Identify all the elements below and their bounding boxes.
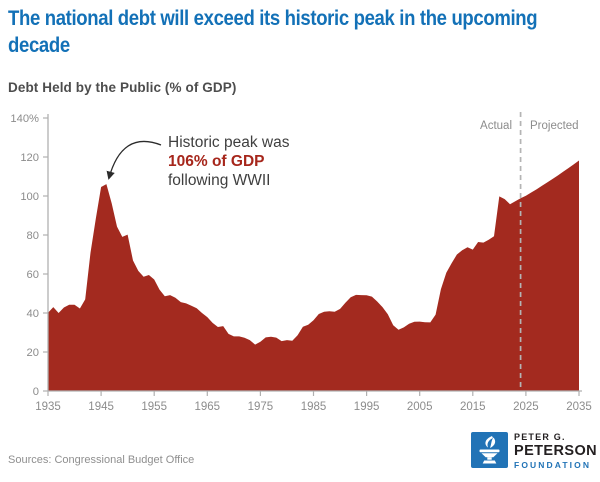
logo-line3: FOUNDATION: [514, 459, 592, 470]
axes: 0 20 40 60 80 100 120 140% 1935 1945 1955 1965 1975 1…: [10, 113, 591, 413]
x-tick-label: 1995: [354, 401, 380, 413]
torch-icon: [471, 432, 509, 468]
x-tick-label: 1945: [88, 401, 114, 413]
x-tick-label: 2035: [566, 401, 592, 413]
y-tick-label: 60: [27, 269, 39, 281]
page-title: The national debt will exceed its histor…: [8, 6, 538, 57]
peak-annotation: Historic peak was 106% of GDP following …: [168, 133, 318, 190]
x-tick-label: 2015: [460, 401, 486, 413]
x-tick-label: 1965: [195, 401, 221, 413]
area-series: [48, 160, 579, 391]
x-tick-label: 2005: [407, 401, 433, 413]
x-tick-label: 1955: [141, 401, 167, 413]
peak-annotation-value: 106% of GDP: [168, 153, 265, 170]
y-tick-label: 100: [20, 191, 39, 203]
actual-label: Actual: [480, 120, 512, 132]
y-tick-label: 20: [27, 347, 39, 359]
x-tick-label: 1975: [248, 401, 274, 413]
y-tick-label: 0: [33, 386, 39, 398]
x-tick-label: 2025: [513, 401, 539, 413]
y-tick-label: 140%: [10, 113, 39, 125]
y-tick-label: 40: [27, 308, 39, 320]
debt-area-path: [48, 160, 579, 391]
logo-text: PETER G. PETERSON FOUNDATION: [514, 432, 597, 469]
chart-subtitle: Debt Held by the Public (% of GDP): [8, 80, 237, 95]
debt-area-chart: 0 20 40 60 80 100 120 140% 1935 1945 1955 1965 1975 1…: [10, 112, 592, 413]
peterson-foundation-logo: PETER G. PETERSON FOUNDATION: [471, 432, 597, 469]
source-note: Sources: Congressional Budget Office: [8, 454, 195, 466]
peak-annotation-line3: following WWII: [168, 172, 271, 189]
x-tick-label: 1985: [301, 401, 327, 413]
y-tick-label: 80: [27, 230, 39, 242]
annotation-arrow: [106, 140, 162, 180]
y-tick-label: 120: [20, 152, 39, 164]
x-tick-label: 1935: [35, 401, 61, 413]
peak-annotation-line1: Historic peak was: [168, 134, 290, 151]
logo-line1: PETER G.: [514, 432, 566, 442]
logo-line2: PETERSON: [514, 443, 597, 459]
projected-label: Projected: [530, 120, 579, 132]
